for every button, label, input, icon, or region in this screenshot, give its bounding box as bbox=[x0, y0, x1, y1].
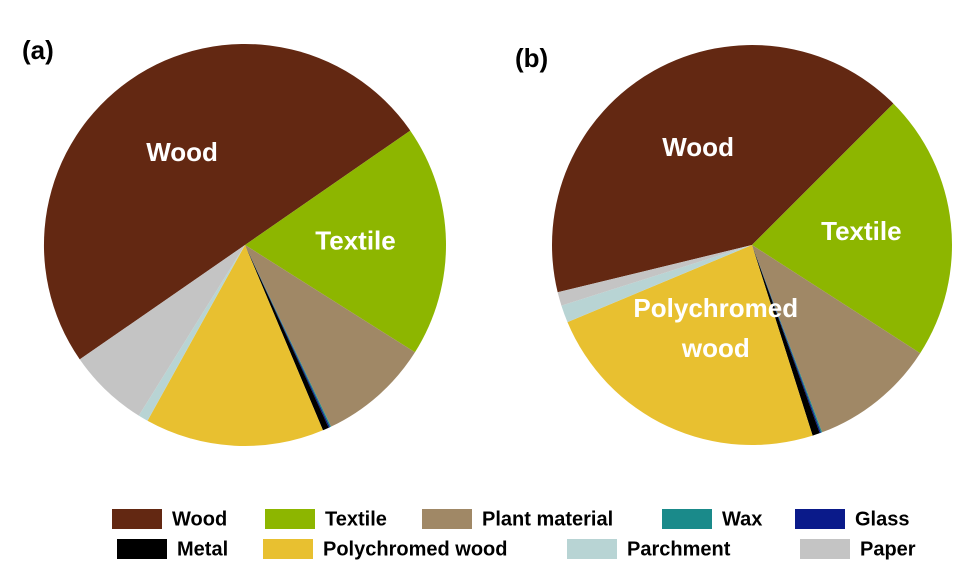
pie-slice bbox=[43, 43, 411, 360]
pie-slice bbox=[245, 245, 332, 428]
legend-label: Wax bbox=[722, 508, 762, 530]
legend-swatch bbox=[265, 509, 315, 529]
pie-slice bbox=[752, 245, 823, 433]
legend-swatch bbox=[800, 539, 850, 559]
legend-swatch bbox=[263, 539, 313, 559]
legend-swatch bbox=[117, 539, 167, 559]
legend-label: Metal bbox=[177, 538, 228, 560]
legend-label: Plant material bbox=[482, 508, 613, 530]
slice-label: Polychromed wood bbox=[633, 293, 798, 363]
slice-label: Textile bbox=[821, 216, 901, 246]
pie-slice bbox=[552, 44, 894, 293]
chart-title: (a) bbox=[22, 35, 54, 65]
legend-label: Glass bbox=[855, 508, 909, 530]
pie-slice bbox=[147, 245, 323, 447]
legend-swatch bbox=[795, 509, 845, 529]
pie-slice bbox=[752, 245, 820, 436]
pie-slice bbox=[752, 245, 921, 433]
legend-label: Paper bbox=[860, 538, 916, 560]
chart-title: (b) bbox=[515, 43, 548, 73]
slice-label: Textile bbox=[315, 226, 395, 256]
pie-slice bbox=[752, 245, 821, 434]
pie-slice bbox=[245, 130, 446, 353]
legend-swatch bbox=[567, 539, 617, 559]
pie-slice bbox=[752, 103, 952, 354]
pie-slice bbox=[561, 245, 752, 323]
legend-label: Wood bbox=[172, 508, 227, 530]
legend-label: Parchment bbox=[627, 538, 731, 560]
legend-swatch bbox=[112, 509, 162, 529]
legend-label: Polychromed wood bbox=[323, 538, 507, 560]
slice-label: Wood bbox=[662, 132, 734, 162]
pie-slice bbox=[138, 245, 245, 421]
legend-swatch bbox=[662, 509, 712, 529]
slice-label: Wood bbox=[146, 137, 218, 167]
legend-label: Textile bbox=[325, 508, 387, 530]
pie-slice bbox=[79, 245, 245, 416]
legend-swatch bbox=[422, 509, 472, 529]
pie-slice bbox=[245, 245, 329, 431]
pie-slice bbox=[557, 245, 752, 306]
pie-slice bbox=[245, 245, 415, 427]
pie-slice bbox=[245, 245, 330, 428]
pie-slice bbox=[567, 245, 813, 445]
